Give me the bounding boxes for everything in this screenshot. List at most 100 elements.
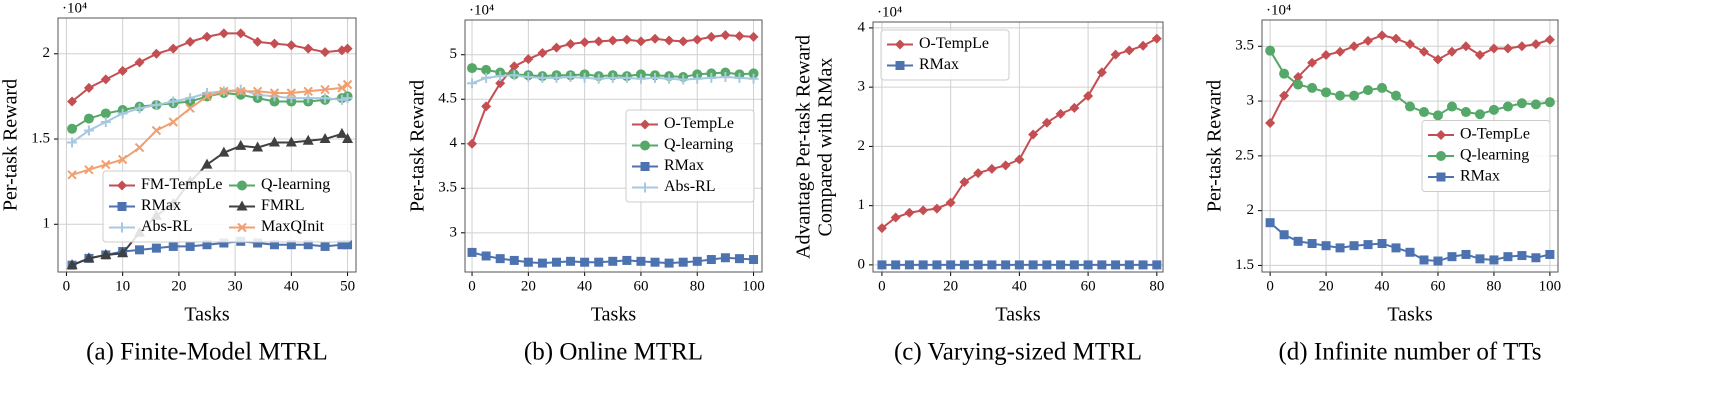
x-tick-label: 60 (633, 278, 648, 294)
marker (285, 136, 297, 147)
marker (1293, 79, 1304, 90)
marker (749, 255, 759, 265)
marker (1307, 57, 1318, 68)
marker (303, 86, 313, 97)
marker (1446, 101, 1457, 112)
x-tick-label: 0 (878, 278, 886, 294)
marker (650, 33, 661, 44)
marker (151, 99, 162, 110)
marker (664, 258, 674, 268)
marker (1502, 101, 1513, 112)
marker (579, 37, 590, 48)
x-tick-label: 20 (943, 278, 958, 294)
x-axis-label: Tasks (184, 304, 229, 326)
marker (635, 36, 646, 47)
marker (303, 43, 314, 54)
marker (1544, 34, 1555, 45)
marker (269, 96, 280, 107)
marker (1111, 260, 1121, 270)
marker (593, 73, 604, 84)
marker (565, 39, 576, 50)
marker (235, 84, 246, 95)
marker (551, 72, 562, 83)
marker (1391, 33, 1402, 44)
caption: (a) Finite-Model MTRL (86, 339, 328, 366)
x-axis-label: Tasks (1387, 304, 1432, 326)
marker (664, 35, 675, 46)
marker (608, 256, 618, 266)
marker (185, 93, 196, 104)
marker (932, 260, 942, 270)
marker (946, 260, 956, 270)
marker (253, 238, 263, 248)
marker (748, 31, 759, 42)
marker (1041, 117, 1052, 128)
marker (202, 240, 212, 250)
marker (1405, 247, 1415, 257)
legend-label: RMax (919, 56, 959, 73)
marker (1502, 43, 1513, 54)
marker (523, 71, 534, 82)
y-tick-label: 2 (858, 138, 866, 154)
marker (720, 30, 731, 41)
marker (1055, 108, 1066, 119)
y-tick-label: 4.5 (438, 91, 457, 107)
marker (1056, 260, 1066, 270)
x-tick-label: 60 (1430, 278, 1445, 294)
x-tick-label: 20 (1319, 278, 1334, 294)
y-axis-label: Compared with RMax (815, 58, 837, 237)
marker (523, 257, 533, 267)
marker (1265, 218, 1275, 228)
marker (1042, 260, 1052, 270)
marker (877, 260, 887, 270)
marker (692, 256, 702, 266)
marker (236, 86, 246, 97)
marker (891, 260, 901, 270)
marker (342, 79, 353, 90)
marker (621, 72, 632, 83)
marker (1279, 230, 1289, 240)
marker (640, 140, 650, 151)
marker (734, 72, 745, 83)
marker (537, 72, 548, 83)
x-axis-label: Tasks (591, 304, 636, 326)
marker (320, 84, 330, 95)
marker (286, 88, 297, 98)
marker (67, 170, 77, 180)
marker (66, 259, 78, 270)
marker (537, 258, 547, 268)
marker (1544, 97, 1555, 108)
marker (168, 117, 178, 127)
legend-label: Abs-RL (664, 178, 716, 195)
marker (151, 48, 162, 59)
marker (1517, 251, 1527, 261)
marker (1489, 255, 1499, 265)
marker (1405, 101, 1415, 112)
marker (1432, 110, 1443, 121)
marker (904, 260, 914, 270)
marker (1321, 50, 1332, 61)
plot-frame (872, 21, 1164, 273)
marker (134, 103, 145, 114)
x-tick-label: 100 (742, 278, 765, 294)
marker (467, 138, 478, 149)
marker (286, 40, 297, 51)
marker (987, 260, 997, 270)
marker (931, 203, 942, 214)
legend-label: Abs-RL (141, 218, 193, 235)
marker (1488, 104, 1499, 115)
marker (1335, 46, 1346, 57)
marker (1152, 260, 1162, 270)
marker (134, 142, 145, 153)
marker (1014, 154, 1025, 165)
marker (83, 113, 94, 124)
marker (237, 180, 247, 191)
x-tick-label: 40 (577, 278, 592, 294)
marker (1377, 30, 1388, 41)
marker (1418, 46, 1429, 57)
marker (1516, 41, 1527, 52)
marker (1377, 82, 1388, 93)
marker (1363, 35, 1374, 46)
marker (1279, 68, 1290, 79)
marker (551, 42, 562, 53)
